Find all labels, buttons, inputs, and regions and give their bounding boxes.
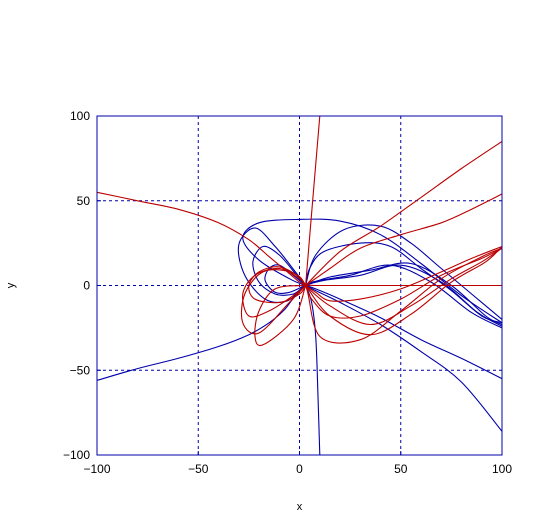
series-line-9: [305, 224, 503, 320]
x-tick-label: 0: [296, 462, 303, 476]
tick-labels: −100 −50 0 50 100 −100 −50 0 50 100: [63, 109, 512, 476]
x-tick-label: −50: [188, 462, 209, 476]
x-tick-label: 50: [394, 462, 408, 476]
y-tick-label: −100: [63, 448, 90, 462]
series-line-18: [242, 246, 503, 336]
series-line-20: [254, 284, 502, 347]
y-tick-label: 100: [70, 109, 90, 123]
series-line-13: [305, 140, 503, 286]
series-line-10: [242, 218, 503, 324]
series-line-1: [96, 285, 306, 381]
series-line-14: [305, 193, 503, 286]
x-axis-label: x: [297, 501, 303, 513]
series-line-15: [305, 245, 503, 302]
series-line-12: [305, 115, 321, 286]
series-line-11: [96, 191, 306, 286]
y-tick-label: 0: [83, 279, 90, 293]
x-tick-label: 100: [492, 462, 512, 476]
y-tick-label: 50: [77, 194, 91, 208]
series-line-3: [305, 284, 503, 380]
series-line-8: [305, 242, 503, 324]
series-line-16: [305, 247, 503, 319]
series-line-19: [240, 247, 503, 344]
y-tick-label: −50: [70, 363, 91, 377]
series-line-2: [305, 285, 503, 432]
series-group: [96, 115, 503, 456]
y-axis-label: y: [5, 282, 17, 288]
x-tick-label: −100: [83, 462, 110, 476]
